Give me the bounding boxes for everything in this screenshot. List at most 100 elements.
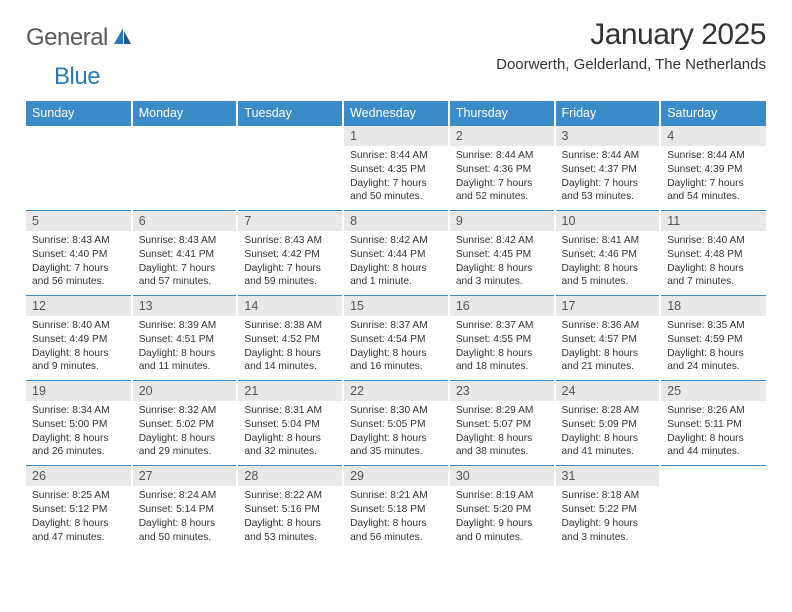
sunset-line: Sunset: 4:41 PM bbox=[139, 248, 231, 262]
sunrise-line: Sunrise: 8:44 AM bbox=[667, 149, 760, 163]
day-detail-cell: Sunrise: 8:44 AMSunset: 4:36 PMDaylight:… bbox=[449, 146, 555, 211]
daylight-line: Daylight: 8 hours and 7 minutes. bbox=[667, 262, 760, 290]
day-number-cell: 22 bbox=[343, 381, 449, 402]
day-detail-cell bbox=[660, 486, 766, 550]
day-detail-cell: Sunrise: 8:19 AMSunset: 5:20 PMDaylight:… bbox=[449, 486, 555, 550]
sunset-line: Sunset: 4:51 PM bbox=[139, 333, 231, 347]
sunset-line: Sunset: 5:04 PM bbox=[244, 418, 336, 432]
sunset-line: Sunset: 4:36 PM bbox=[456, 163, 548, 177]
detail-row: Sunrise: 8:40 AMSunset: 4:49 PM Daylight:… bbox=[26, 316, 766, 381]
day-detail-cell bbox=[132, 146, 238, 211]
sunset-line: Sunset: 4:48 PM bbox=[667, 248, 760, 262]
sunset-line: Sunset: 4:42 PM bbox=[244, 248, 336, 262]
day-number-cell: 10 bbox=[555, 211, 661, 232]
sunset-line: Sunset: 4:39 PM bbox=[667, 163, 760, 177]
sunset-line: Sunset: 5:14 PM bbox=[139, 503, 231, 517]
logo-text-blue: Blue bbox=[26, 63, 100, 91]
logo: General bbox=[26, 18, 136, 52]
calendar-page: General January 2025 Doorwerth, Gelderla… bbox=[0, 0, 792, 560]
daylight-line: Daylight: 8 hours and 38 minutes. bbox=[456, 432, 548, 460]
daylight-line: Daylight: 8 hours and 5 minutes. bbox=[562, 262, 654, 290]
daylight-line: Daylight: 7 hours and 57 minutes. bbox=[139, 262, 231, 290]
day-number-cell: 9 bbox=[449, 211, 555, 232]
detail-row: Sunrise: 8:34 AMSunset: 5:00 PM Daylight:… bbox=[26, 401, 766, 466]
day-number-cell: 25 bbox=[660, 381, 766, 402]
detail-row: Sunrise: 8:25 AMSunset: 5:12 PMDaylight:… bbox=[26, 486, 766, 550]
day-number-cell: 6 bbox=[132, 211, 238, 232]
sunset-line: Sunset: 4:54 PM bbox=[350, 333, 442, 347]
sunrise-line: Sunrise: 8:32 AM bbox=[139, 404, 231, 418]
day-detail-cell: Sunrise: 8:44 AMSunset: 4:37 PMDaylight:… bbox=[555, 146, 661, 211]
sunset-line: Sunset: 4:35 PM bbox=[350, 163, 442, 177]
title-block: January 2025 Doorwerth, Gelderland, The … bbox=[496, 18, 766, 73]
day-header: Saturday bbox=[660, 101, 766, 126]
sunrise-line: Sunrise: 8:41 AM bbox=[562, 234, 654, 248]
detail-row: Sunrise: 8:44 AM Sunset: 4:35 PM Daylight:… bbox=[26, 146, 766, 211]
sunrise-line: Sunrise: 8:22 AM bbox=[244, 489, 336, 503]
sunset-line: Sunset: 5:20 PM bbox=[456, 503, 548, 517]
sunrise-line: Sunrise: 8:42 AM bbox=[350, 234, 442, 248]
day-detail-cell: Sunrise: 8:43 AMSunset: 4:40 PMDaylight:… bbox=[26, 231, 132, 296]
daylight-line: Daylight: 8 hours and 53 minutes. bbox=[244, 517, 336, 545]
sunset-line: Sunset: 5:00 PM bbox=[32, 418, 125, 432]
daylight-line: Daylight: 8 hours and 1 minute. bbox=[350, 262, 442, 290]
daynum-row: 567891011 bbox=[26, 211, 766, 232]
sunset-line: Sunset: 5:18 PM bbox=[350, 503, 442, 517]
day-number-cell: 17 bbox=[555, 296, 661, 317]
sunset-line: Sunset: 4:40 PM bbox=[32, 248, 125, 262]
day-detail-cell: Sunrise: 8:25 AMSunset: 5:12 PMDaylight:… bbox=[26, 486, 132, 550]
day-number-cell: 27 bbox=[132, 466, 238, 487]
day-header: Thursday bbox=[449, 101, 555, 126]
sunrise-line: Sunrise: 8:21 AM bbox=[350, 489, 442, 503]
sunrise-line: Sunrise: 8:43 AM bbox=[32, 234, 125, 248]
daylight-line: Daylight: 8 hours and 24 minutes. bbox=[667, 347, 760, 375]
day-detail-cell: Sunrise: 8:37 AMSunset: 4:54 PMDaylight:… bbox=[343, 316, 449, 381]
day-detail-cell: Sunrise: 8:38 AMSunset: 4:52 PMDaylight:… bbox=[237, 316, 343, 381]
daylight-line: Daylight: 8 hours and 35 minutes. bbox=[350, 432, 442, 460]
day-number-cell: 31 bbox=[555, 466, 661, 487]
daylight-line: Daylight: 8 hours and 3 minutes. bbox=[456, 262, 548, 290]
day-detail-cell: Sunrise: 8:32 AMSunset: 5:02 PMDaylight:… bbox=[132, 401, 238, 466]
day-detail-cell: Sunrise: 8:44 AMSunset: 4:35 PMDaylight:… bbox=[343, 146, 449, 211]
sunrise-line: Sunrise: 8:34 AM bbox=[32, 404, 125, 418]
day-detail-cell: Sunrise: 8:21 AMSunset: 5:18 PMDaylight:… bbox=[343, 486, 449, 550]
sunrise-line: Sunrise: 8:40 AM bbox=[32, 319, 125, 333]
daylight-line: Daylight: 8 hours and 50 minutes. bbox=[139, 517, 231, 545]
day-number-cell: 30 bbox=[449, 466, 555, 487]
daynum-row: 12131415161718 bbox=[26, 296, 766, 317]
sunset-line: Sunset: 4:49 PM bbox=[32, 333, 125, 347]
daylight-line: Daylight: 8 hours and 11 minutes. bbox=[139, 347, 231, 375]
day-number-cell: 11 bbox=[660, 211, 766, 232]
sunrise-line: Sunrise: 8:44 AM bbox=[456, 149, 548, 163]
sunset-line: Sunset: 4:55 PM bbox=[456, 333, 548, 347]
day-number-cell: 21 bbox=[237, 381, 343, 402]
day-number-cell bbox=[132, 126, 238, 147]
detail-row: Sunrise: 8:43 AMSunset: 4:40 PMDaylight:… bbox=[26, 231, 766, 296]
day-detail-cell: Sunrise: 8:18 AMSunset: 5:22 PMDaylight:… bbox=[555, 486, 661, 550]
calendar-header-row: Sunday Monday Tuesday Wednesday Thursday… bbox=[26, 101, 766, 126]
day-header: Sunday bbox=[26, 101, 132, 126]
daylight-line: Daylight: 8 hours and 41 minutes. bbox=[562, 432, 654, 460]
day-detail-cell: Sunrise: 8:41 AMSunset: 4:46 PMDaylight:… bbox=[555, 231, 661, 296]
day-number-cell bbox=[237, 126, 343, 147]
day-detail-cell: Sunrise: 8:40 AMSunset: 4:48 PMDaylight:… bbox=[660, 231, 766, 296]
sunrise-line: Sunrise: 8:37 AM bbox=[350, 319, 442, 333]
daylight-line: Daylight: 7 hours and 53 minutes. bbox=[562, 177, 654, 205]
logo-sail-icon bbox=[112, 26, 134, 51]
sunrise-line: Sunrise: 8:28 AM bbox=[562, 404, 654, 418]
day-number-cell: 1 bbox=[343, 126, 449, 147]
day-number-cell: 7 bbox=[237, 211, 343, 232]
daylight-line: Daylight: 7 hours and 56 minutes. bbox=[32, 262, 125, 290]
day-number-cell: 20 bbox=[132, 381, 238, 402]
day-detail-cell: Sunrise: 8:44 AMSunset: 4:39 PMDaylight:… bbox=[660, 146, 766, 211]
daylight-line: Daylight: 8 hours and 44 minutes. bbox=[667, 432, 760, 460]
day-number-cell: 5 bbox=[26, 211, 132, 232]
daylight-line: Daylight: 9 hours and 0 minutes. bbox=[456, 517, 548, 545]
day-number-cell: 3 bbox=[555, 126, 661, 147]
sunrise-line: Sunrise: 8:35 AM bbox=[667, 319, 760, 333]
sunset-line: Sunset: 5:05 PM bbox=[350, 418, 442, 432]
day-number-cell: 24 bbox=[555, 381, 661, 402]
calendar-table: Sunday Monday Tuesday Wednesday Thursday… bbox=[26, 101, 766, 550]
day-number-cell: 19 bbox=[26, 381, 132, 402]
day-number-cell: 12 bbox=[26, 296, 132, 317]
